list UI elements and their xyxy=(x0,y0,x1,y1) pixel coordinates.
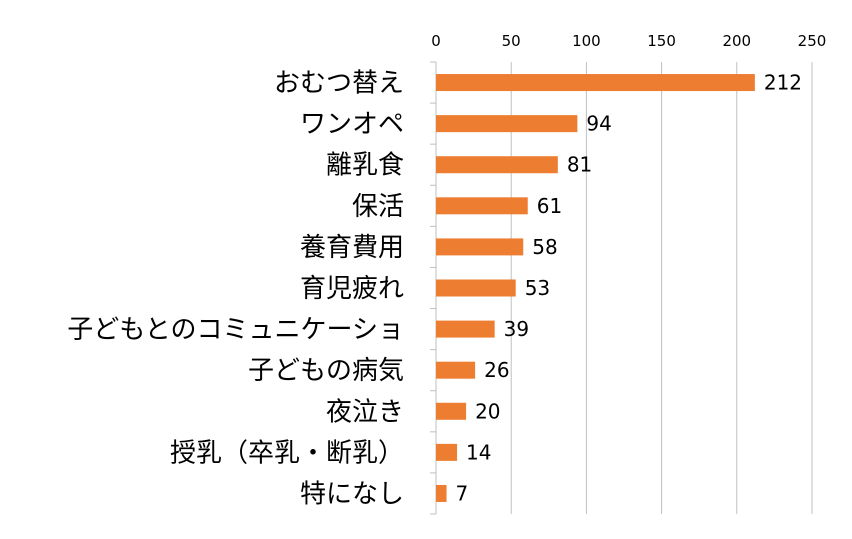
category-label: 特になし xyxy=(300,479,404,509)
category-label: 離乳食 xyxy=(326,151,404,181)
bar xyxy=(436,156,558,174)
category-axis xyxy=(430,61,437,515)
value-axis-ticks: 0 50 100 150 200 250 xyxy=(431,32,826,50)
data-label: 14 xyxy=(466,440,491,464)
tick-label: 200 xyxy=(722,32,751,50)
category-label: 子どもとのコミュニケーショ xyxy=(67,315,404,345)
bar xyxy=(436,402,467,420)
data-label: 53 xyxy=(525,276,550,300)
category-labels: おむつ替えワンオペ離乳食保活養育費用育児疲れ子どもとのコミュニケーショ子どもの病… xyxy=(67,69,404,510)
data-label: 212 xyxy=(764,71,802,95)
category-label: 育児疲れ xyxy=(300,274,404,304)
data-label: 39 xyxy=(504,317,529,341)
grid-lines xyxy=(510,62,813,514)
category-label: 子どもの病気 xyxy=(248,356,404,386)
bar xyxy=(436,238,524,256)
bar xyxy=(436,484,447,502)
bar xyxy=(436,197,528,215)
data-label: 7 xyxy=(456,481,469,505)
bars xyxy=(436,74,755,502)
bar xyxy=(436,74,755,92)
tick-label: 150 xyxy=(647,32,676,50)
category-label: 保活 xyxy=(352,192,404,222)
data-label: 94 xyxy=(586,112,611,136)
tick-label: 0 xyxy=(431,32,441,50)
tick-label: 100 xyxy=(572,32,601,50)
data-label: 61 xyxy=(537,194,562,218)
bar xyxy=(436,320,495,338)
bar xyxy=(436,361,476,379)
tick-label: 250 xyxy=(798,32,827,50)
tick-label: 50 xyxy=(502,32,521,50)
category-label: ワンオペ xyxy=(300,110,404,140)
bar xyxy=(436,279,516,297)
data-label: 81 xyxy=(567,153,592,177)
category-label: 養育費用 xyxy=(300,233,404,263)
bar xyxy=(436,115,578,133)
data-label: 58 xyxy=(532,235,557,259)
category-label: 授乳（卒乳・断乳） xyxy=(170,438,404,468)
bar xyxy=(436,443,458,461)
data-label: 20 xyxy=(475,399,500,423)
data-label: 26 xyxy=(484,358,509,382)
category-label: おむつ替え xyxy=(274,69,404,99)
category-label: 夜泣き xyxy=(326,397,404,427)
